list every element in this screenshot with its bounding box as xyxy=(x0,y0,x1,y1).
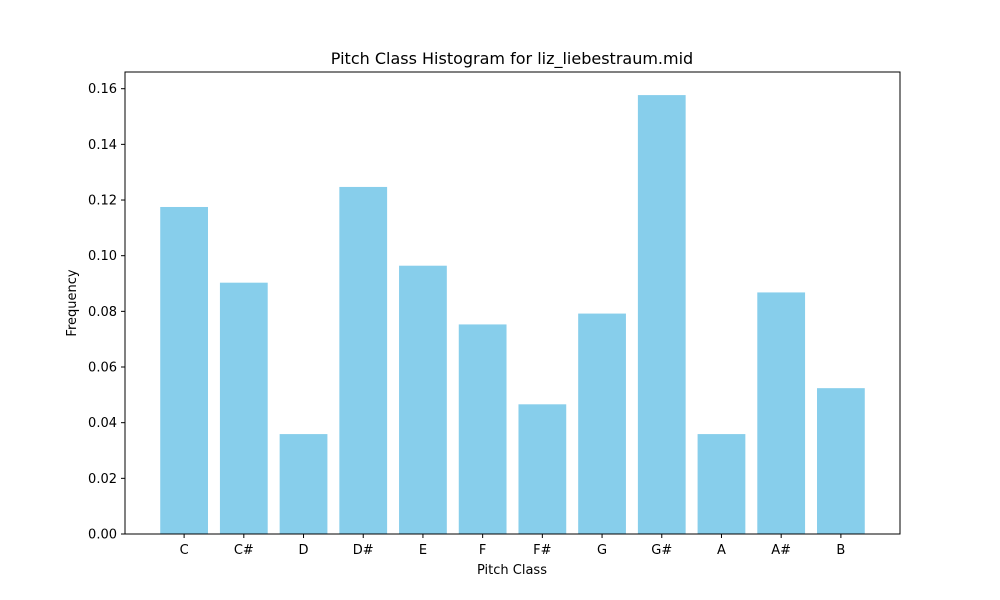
bar-b xyxy=(817,388,865,534)
bar-c-sharp xyxy=(219,282,268,534)
x-tick-label: G# xyxy=(651,543,672,558)
bar-f xyxy=(458,324,507,534)
y-axis-label: Frequency xyxy=(65,269,80,336)
bar-f-sharp xyxy=(518,404,567,534)
bar-g xyxy=(578,313,626,534)
x-tick-label: F# xyxy=(533,543,551,558)
x-tick-label: A# xyxy=(771,543,791,558)
x-tick-label: B xyxy=(836,543,845,558)
y-tick-label: 0.08 xyxy=(88,305,117,320)
y-tick-label: 0.02 xyxy=(88,472,117,487)
bar-d xyxy=(279,434,328,534)
chart-title: Pitch Class Histogram for liz_liebestrau… xyxy=(331,49,693,69)
y-tick-label: 0.10 xyxy=(88,249,117,264)
y-tick-label: 0.16 xyxy=(88,82,117,97)
y-tick-label: 0.14 xyxy=(88,138,117,153)
bar-e xyxy=(399,265,447,534)
x-tick-label: F xyxy=(479,543,486,558)
x-tick-label: G xyxy=(597,543,607,558)
bar-c xyxy=(160,206,208,534)
x-tick-label: E xyxy=(419,543,427,558)
x-tick-label: C# xyxy=(234,543,254,558)
plot-frame xyxy=(124,71,901,535)
y-axis-ticks: 0.00 0.02 0.04 0.06 0.08 0.10 0.12 0.14 0.16 xyxy=(88,82,125,543)
x-tick-label: C xyxy=(180,543,189,558)
bars-layer xyxy=(160,95,865,535)
bar-g-sharp xyxy=(637,95,686,534)
bar-a xyxy=(697,434,746,534)
bar-a-sharp xyxy=(757,292,806,534)
bar-d-sharp xyxy=(339,186,388,535)
x-axis-ticks: C C# D D# E F F# G G# A A# B xyxy=(180,534,845,558)
y-tick-label: 0.12 xyxy=(88,194,117,209)
y-tick-label: 0.06 xyxy=(88,361,117,376)
x-tick-label: D xyxy=(299,543,309,558)
x-tick-label: D# xyxy=(353,543,374,558)
y-tick-label: 0.04 xyxy=(88,416,117,431)
x-axis-label: Pitch Class xyxy=(477,563,547,578)
x-tick-label: A xyxy=(717,543,726,558)
y-tick-label: 0.00 xyxy=(88,528,117,543)
